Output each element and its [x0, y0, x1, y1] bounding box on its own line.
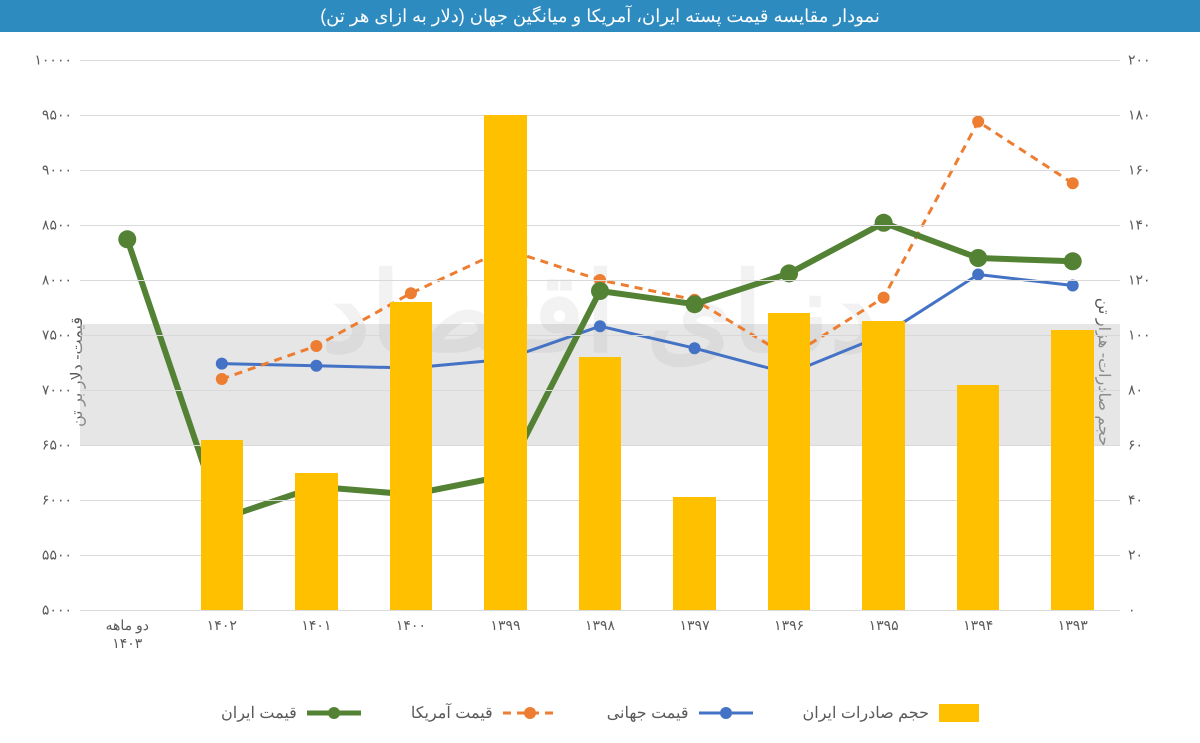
x-tick: ۱۳۹۳: [1058, 616, 1088, 634]
y-tick-left: ۶۵۰۰: [42, 437, 72, 454]
legend-label: قیمت جهانی: [607, 703, 689, 723]
x-tick: ۱۴۰۲: [207, 616, 237, 634]
x-tick: دو ماهه ۱۴۰۳: [106, 616, 150, 652]
marker-world: [689, 342, 701, 354]
legend-label: حجم صادرات ایران: [803, 703, 930, 723]
chart-container: نمودار مقایسه قیمت پسته ایران، آمریکا و …: [0, 0, 1200, 743]
marker-usa: [1067, 177, 1079, 189]
legend-swatch-world: [699, 706, 753, 720]
legend-swatch-usa: [503, 706, 557, 720]
x-tick: ۱۴۰۰: [396, 616, 426, 634]
grid-line: [80, 115, 1120, 116]
grid-line: [80, 280, 1120, 281]
marker-iran: [591, 282, 609, 300]
marker-iran: [1064, 252, 1082, 270]
x-tick: ۱۳۹۹: [490, 616, 520, 634]
y-tick-right: ۱۴۰: [1128, 217, 1151, 234]
marker-iran: [969, 249, 987, 267]
bar: [673, 497, 716, 610]
marker-world: [1067, 280, 1079, 292]
marker-usa: [972, 116, 984, 128]
legend-item-bars: حجم صادرات ایران: [803, 703, 980, 723]
y-tick-right: ۲۰: [1128, 547, 1143, 564]
y-tick-right: ۱۶۰: [1128, 162, 1151, 179]
y-tick-right: ۲۰۰: [1128, 52, 1151, 69]
x-tick: ۱۴۰۱: [301, 616, 331, 634]
y-tick-right: ۱۸۰: [1128, 107, 1151, 124]
legend-item-world: قیمت جهانی: [607, 703, 753, 723]
legend-label: قیمت آمریکا: [411, 703, 493, 723]
marker-usa: [878, 292, 890, 304]
y-tick-left: ۸۰۰۰: [42, 272, 72, 289]
grid-line: [80, 170, 1120, 171]
bar: [201, 440, 244, 611]
y-tick-left: ۷۵۰۰: [42, 327, 72, 344]
chart-area: دنیای اقتصاد ۵۰۰۰۰۵۵۰۰۲۰۶۰۰۰۴۰۶۵۰۰۶۰۷۰۰۰…: [0, 50, 1200, 650]
grid-line: [80, 60, 1120, 61]
legend: حجم صادرات ایران قیمت جهانی قیمت آمریکا قیم…: [0, 703, 1200, 723]
marker-usa: [310, 340, 322, 352]
bar: [390, 302, 433, 610]
grid-line: [80, 335, 1120, 336]
marker-world: [594, 320, 606, 332]
marker-iran: [118, 230, 136, 248]
y-tick-left: ۵۰۰۰: [42, 602, 72, 619]
marker-world: [972, 269, 984, 281]
y-tick-left: ۶۰۰۰: [42, 492, 72, 509]
marker-iran: [686, 295, 704, 313]
y-tick-right: ۱۲۰: [1128, 272, 1151, 289]
bar: [957, 385, 1000, 611]
marker-world: [216, 358, 228, 370]
marker-usa: [216, 373, 228, 385]
y-tick-left: ۱۰۰۰۰: [34, 52, 72, 69]
legend-item-iran: قیمت ایران: [221, 703, 361, 723]
bar: [862, 321, 905, 610]
marker-world: [310, 360, 322, 372]
legend-item-usa: قیمت آمریکا: [411, 703, 557, 723]
legend-label: قیمت ایران: [221, 703, 297, 723]
chart-title: نمودار مقایسه قیمت پسته ایران، آمریکا و …: [0, 0, 1200, 32]
line-usa: [222, 122, 1073, 379]
line-world: [222, 275, 1073, 374]
bar: [579, 357, 622, 610]
x-tick: ۱۳۹۷: [680, 616, 710, 634]
bar: [484, 115, 527, 610]
y-tick-right: ۱۰۰: [1128, 327, 1151, 344]
grid-line: [80, 610, 1120, 611]
y-tick-right: ۴۰: [1128, 492, 1143, 509]
y-tick-right: ۶۰: [1128, 437, 1143, 454]
marker-usa: [405, 287, 417, 299]
y-tick-right: ۰: [1128, 602, 1136, 619]
bar: [768, 313, 811, 610]
y-tick-left: ۷۰۰۰: [42, 382, 72, 399]
y-tick-left: ۹۵۰۰: [42, 107, 72, 124]
y-tick-left: ۸۵۰۰: [42, 217, 72, 234]
legend-swatch-iran: [307, 706, 361, 720]
x-tick: ۱۳۹۵: [869, 616, 899, 634]
legend-swatch-bars: [939, 704, 979, 722]
y-tick-left: ۵۵۰۰: [42, 547, 72, 564]
bar: [295, 473, 338, 611]
x-tick: ۱۳۹۸: [585, 616, 615, 634]
grid-line: [80, 225, 1120, 226]
x-tick: ۱۳۹۴: [963, 616, 993, 634]
bar: [1051, 330, 1094, 611]
marker-iran: [875, 214, 893, 232]
y-tick-right: ۸۰: [1128, 382, 1143, 399]
y-tick-left: ۹۰۰۰: [42, 162, 72, 179]
x-tick: ۱۳۹۶: [774, 616, 804, 634]
plot-area: دنیای اقتصاد ۵۰۰۰۰۵۵۰۰۲۰۶۰۰۰۴۰۶۵۰۰۶۰۷۰۰۰…: [80, 60, 1120, 610]
